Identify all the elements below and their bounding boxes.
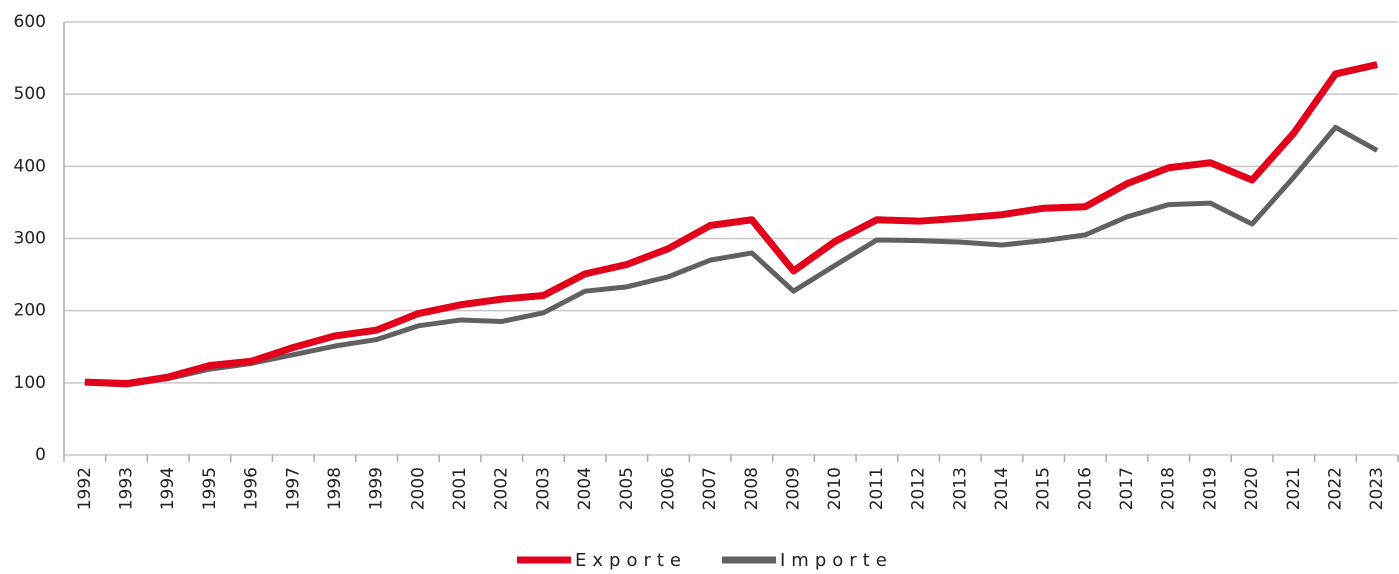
y-tick-label: 0 [35,445,46,465]
x-tick-label: 2022 [1325,467,1345,510]
x-tick-label: 2020 [1242,467,1262,510]
x-tick-label: 2023 [1367,467,1387,510]
legend-label: Importe [780,550,893,571]
x-tick-label: 2019 [1200,467,1220,510]
x-tick-label: 2001 [450,467,470,510]
y-tick-label: 300 [14,229,46,249]
x-tick-label: 1992 [75,467,95,510]
x-tick-label: 2010 [825,467,845,510]
x-tick-label: 2011 [867,467,887,510]
y-tick-label: 100 [14,373,46,393]
x-tick-label: 2015 [1034,467,1054,510]
x-tick-label: 2006 [658,467,678,510]
x-tick-label: 1997 [283,467,303,510]
x-tick-label: 2009 [784,467,804,510]
y-tick-label: 400 [14,156,46,176]
x-tick-label: 2005 [617,467,637,510]
x-tick-label: 2021 [1284,467,1304,510]
y-tick-label: 600 [14,12,46,32]
x-tick-label: 2007 [700,467,720,510]
series-line [84,124,1379,388]
legend-label: Exporte [575,550,687,571]
x-tick-label: 2016 [1075,467,1095,510]
x-tick-label: 2002 [492,467,512,510]
x-tick-label: 2017 [1117,467,1137,510]
x-tick-label: 1993 [117,467,137,510]
x-tick-label: 1995 [200,467,220,510]
x-tick-label: 2012 [909,467,929,510]
x-tick-label: 1996 [242,467,262,510]
x-tick-label: 2014 [992,467,1012,510]
x-tick-label: 2004 [575,467,595,510]
series-line [84,61,1378,388]
y-tick-label: 500 [14,84,46,104]
x-tick-label: 2003 [533,467,553,510]
x-tick-label: 1998 [325,467,345,510]
y-tick-label: 200 [14,301,46,321]
x-tick-label: 2000 [408,467,428,510]
x-tick-label: 1994 [158,467,178,510]
x-tick-label: 2018 [1159,467,1179,510]
x-tick-label: 1999 [367,467,387,510]
x-tick-label: 2008 [742,467,762,510]
x-tick-label: 2013 [950,467,970,510]
